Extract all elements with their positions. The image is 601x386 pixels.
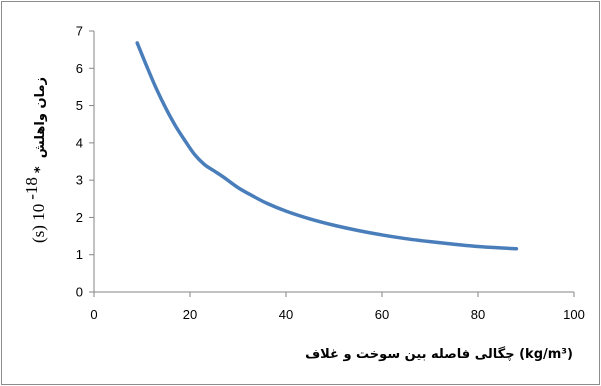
x-axis-title: چگالی فاصله بین سوخت و غلاف (kg/m³)	[305, 346, 573, 362]
x-tick-label: 40	[279, 307, 293, 322]
y-tick-label: 3	[76, 173, 83, 188]
y-tick-label: 6	[76, 61, 83, 76]
svg-text:(s) 10 -18 *: (s) 10 -18 * زمان واهلش	[22, 77, 48, 243]
y-axis-unit: (s) 10	[29, 204, 48, 243]
y-tick-label: 2	[76, 210, 83, 225]
x-tick-label: 20	[183, 307, 197, 322]
series-layer	[135, 41, 519, 251]
y-axis-exponent: -18	[22, 177, 41, 200]
y-axis-title: (s) 10 -18 * زمان واهلش	[22, 77, 48, 243]
y-axis-persian: زمان واهلش	[33, 77, 48, 158]
y-tick-label: 7	[76, 24, 83, 39]
y-tick-label: 1	[76, 247, 83, 262]
x-tick-label: 0	[90, 307, 97, 322]
y-tick-label: 5	[76, 98, 83, 113]
y-tick-label: 4	[76, 135, 83, 150]
series-line	[135, 41, 519, 251]
x-tick-label: 100	[563, 307, 585, 322]
axes	[89, 30, 575, 297]
tick-labels: 0 1 2 3 4 5 6 7 0 20 40 60 80 100	[76, 24, 585, 323]
y-axis-star: *	[33, 166, 48, 173]
x-tick-label: 60	[375, 307, 389, 322]
x-tick-label: 80	[471, 307, 485, 322]
y-tick-label: 0	[76, 285, 83, 300]
